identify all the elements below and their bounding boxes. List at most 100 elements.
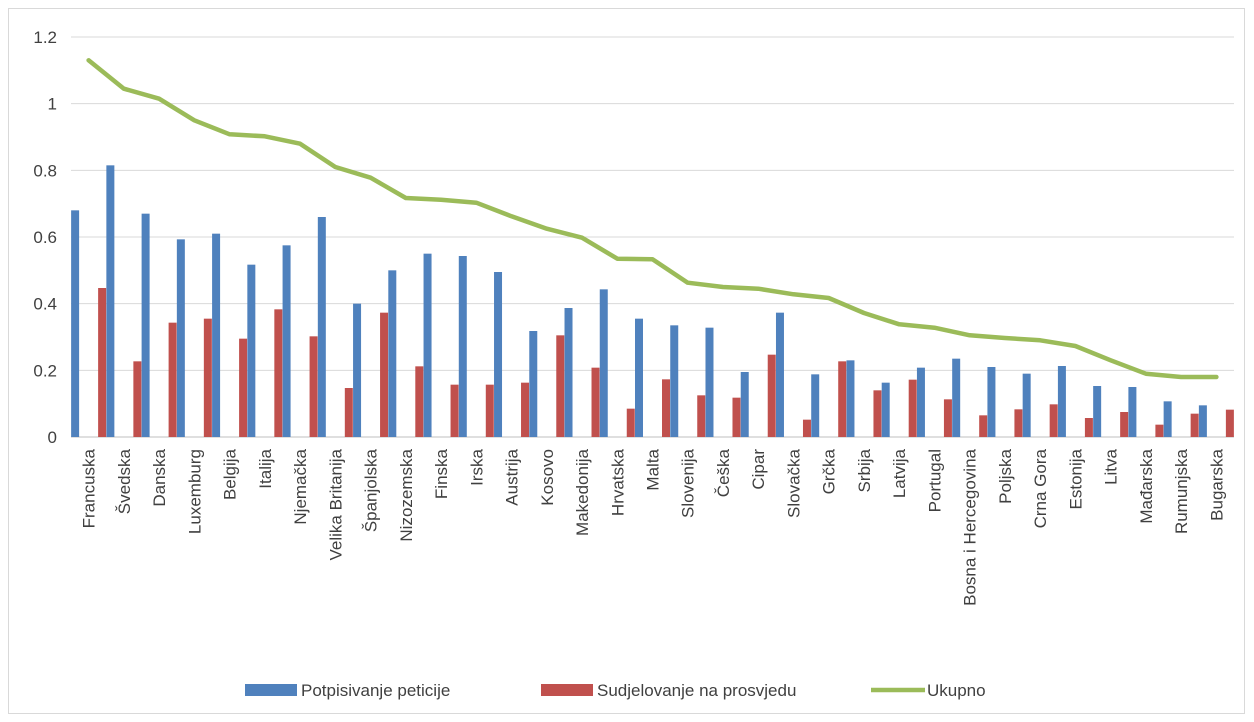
- x-tick-label: Grčka: [820, 448, 839, 494]
- line-ukupno: [86, 58, 1219, 380]
- bars: [71, 165, 1234, 438]
- x-tick-label: Slovačka: [784, 448, 803, 518]
- bar-prosvjed: [802, 419, 811, 437]
- bar-peticija: [740, 372, 749, 437]
- x-tick-label: Poljska: [996, 448, 1015, 503]
- x-tick-label: Austrija: [503, 448, 522, 505]
- x-tick-label: Češka: [714, 448, 733, 497]
- x-tick-label: Rumunjska: [1172, 448, 1191, 534]
- y-tick-label: 0: [48, 428, 57, 447]
- bar-prosvjed: [274, 309, 283, 437]
- bar-prosvjed: [485, 384, 494, 437]
- x-tick-label: Mađarska: [1137, 448, 1156, 523]
- legend-swatch: [541, 684, 593, 696]
- bar-peticija: [1128, 387, 1137, 437]
- bar-peticija: [141, 213, 150, 437]
- bar-prosvjed: [98, 288, 107, 437]
- x-tick-label: Irska: [467, 448, 486, 485]
- bar-peticija: [176, 239, 185, 437]
- bar-prosvjed: [1225, 409, 1234, 437]
- x-tick-label: Luxemburg: [185, 449, 204, 534]
- bar-prosvjed: [203, 318, 212, 437]
- bar-prosvjed: [838, 361, 847, 437]
- bar-peticija: [916, 367, 925, 437]
- bar-peticija: [529, 331, 538, 437]
- x-tick-label: Danska: [150, 448, 169, 506]
- bar-peticija: [1057, 366, 1066, 437]
- bar-prosvjed: [943, 399, 952, 437]
- bar-peticija: [423, 253, 432, 437]
- legend-label: Potpisivanje peticije: [301, 681, 450, 700]
- x-tick-label: Slovenija: [679, 448, 698, 518]
- bar-prosvjed: [168, 322, 177, 437]
- bar-peticija: [1022, 373, 1031, 437]
- bar-prosvjed: [662, 379, 670, 437]
- x-tick-label: Belgija: [221, 448, 240, 500]
- x-tick-label: Makedonija: [573, 448, 592, 535]
- bar-prosvjed: [626, 408, 635, 437]
- bar-peticija: [1093, 386, 1102, 437]
- x-tick-label: Malta: [644, 448, 663, 490]
- bar-peticija: [635, 318, 643, 437]
- bar-peticija: [247, 264, 256, 437]
- bar-prosvjed: [591, 367, 600, 437]
- x-tick-label: Francuska: [80, 448, 99, 528]
- x-tick-label: Litva: [1102, 448, 1121, 484]
- y-tick-label: 0.6: [33, 228, 57, 247]
- y-tick-label: 0.8: [33, 161, 57, 180]
- x-tick-label: Finska: [432, 448, 451, 499]
- legend-label: Ukupno: [927, 681, 986, 700]
- x-tick-label: Srbija: [855, 448, 874, 492]
- bar-prosvjed: [1049, 404, 1058, 437]
- x-tick-label: Cipar: [749, 449, 768, 490]
- bar-peticija: [1198, 405, 1207, 437]
- bar-peticija: [564, 308, 573, 437]
- bar-peticija: [846, 360, 855, 437]
- bar-prosvjed: [556, 335, 565, 437]
- bar-peticija: [881, 382, 890, 437]
- x-tick-label: Crna Gora: [1031, 448, 1050, 528]
- bar-prosvjed: [1084, 418, 1093, 437]
- bar-peticija: [458, 256, 467, 437]
- bar-prosvjed: [732, 397, 741, 437]
- bar-prosvjed: [344, 388, 353, 437]
- gridlines: [71, 36, 1234, 438]
- x-axis-ticks: Francuska Švedska Danska Luxemburg Belgija It…: [80, 448, 1227, 605]
- x-tick-label: Bosna i Hercegovina: [961, 448, 980, 605]
- bar-prosvjed: [979, 415, 988, 437]
- x-tick-label: Estonija: [1066, 448, 1085, 509]
- legend: Potpisivanje peticije Sudjelovanje na pro…: [245, 681, 986, 700]
- legend-swatch: [245, 684, 297, 696]
- bar-peticija: [987, 367, 996, 437]
- x-tick-label: Latvija: [890, 448, 909, 498]
- bar-prosvjed: [239, 338, 248, 437]
- chart-frame: 0 0.2 0.4 0.6 0.8 1 1.2 Francuska Švedska Danska…: [8, 8, 1245, 714]
- bar-prosvjed: [697, 395, 706, 437]
- bar-peticija: [599, 289, 608, 437]
- bar-peticija: [775, 312, 784, 437]
- bar-peticija: [811, 374, 820, 437]
- bar-peticija: [494, 272, 503, 437]
- bar-prosvjed: [1155, 424, 1164, 437]
- bar-peticija: [212, 233, 221, 437]
- chart: 0 0.2 0.4 0.6 0.8 1 1.2 Francuska Švedska Danska…: [33, 28, 1234, 700]
- bar-prosvjed: [309, 336, 318, 437]
- x-tick-label: Španjolska: [362, 448, 381, 532]
- x-tick-label: Hrvatska: [608, 448, 627, 516]
- bar-peticija: [282, 245, 291, 437]
- bar-peticija: [705, 327, 714, 437]
- x-tick-label: Portugal: [925, 449, 944, 512]
- x-tick-label: Nizozemska: [397, 448, 416, 541]
- bar-prosvjed: [1014, 409, 1023, 437]
- x-tick-label: Italija: [256, 448, 275, 488]
- bar-prosvjed: [415, 366, 424, 437]
- bar-prosvjed: [133, 361, 142, 437]
- y-tick-label: 1.2: [33, 28, 57, 47]
- y-tick-label: 1: [48, 95, 57, 114]
- legend-label: Sudjelovanje na prosvjedu: [597, 681, 796, 700]
- x-tick-label: Kosovo: [538, 449, 557, 506]
- bar-peticija: [317, 217, 326, 437]
- x-tick-label: Bugarska: [1207, 448, 1226, 520]
- bar-peticija: [952, 358, 961, 437]
- bar-prosvjed: [450, 384, 459, 437]
